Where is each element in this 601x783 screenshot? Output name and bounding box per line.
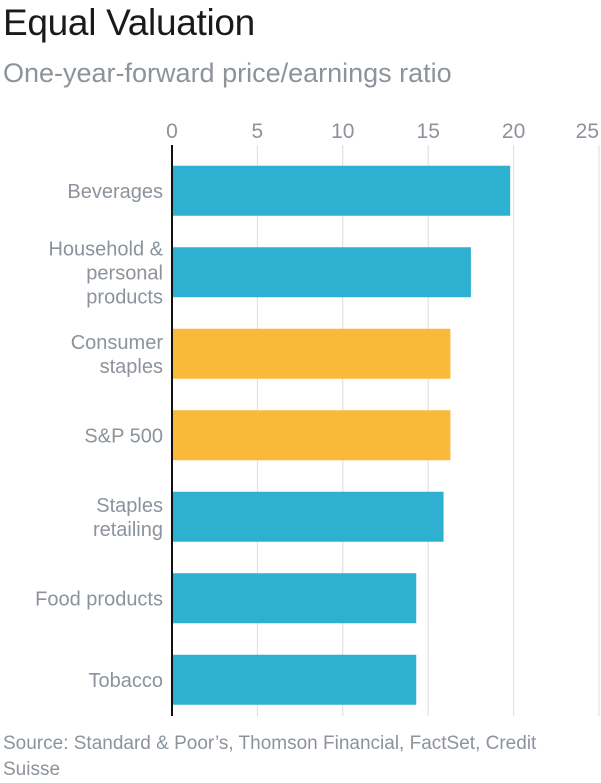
x-tick-label: 10: [331, 120, 354, 143]
x-tick-label: 5: [252, 120, 264, 143]
bar: [172, 573, 417, 624]
x-tick-label: 0: [166, 120, 178, 143]
chart-subtitle: One-year-forward price/earnings ratio: [3, 58, 452, 88]
bar: [172, 165, 511, 216]
bar: [172, 328, 451, 379]
category-label: Food products: [35, 588, 163, 610]
category-label: Household & personal products: [48, 238, 163, 308]
source-note: Source: Standard & Poor’s, Thomson Finan…: [3, 733, 537, 780]
bar-chart: 0 5 10 15 20 25 Beverages Household & personal pr…: [35, 120, 600, 716]
bar: [172, 491, 444, 542]
category-label: Consumer staples: [71, 332, 164, 378]
x-tick-label: 20: [502, 120, 525, 143]
category-label: Beverages: [67, 181, 163, 203]
chart-title: Equal Valuation: [3, 2, 255, 43]
category-label: S&P 500: [84, 425, 163, 447]
x-tick-label: 25: [576, 120, 599, 143]
bar: [172, 410, 451, 461]
bar: [172, 654, 417, 705]
category-label: Tobacco: [89, 670, 164, 692]
x-tick-label: 15: [417, 120, 440, 143]
bar: [172, 247, 471, 298]
category-label: Staples retailing: [93, 495, 163, 541]
